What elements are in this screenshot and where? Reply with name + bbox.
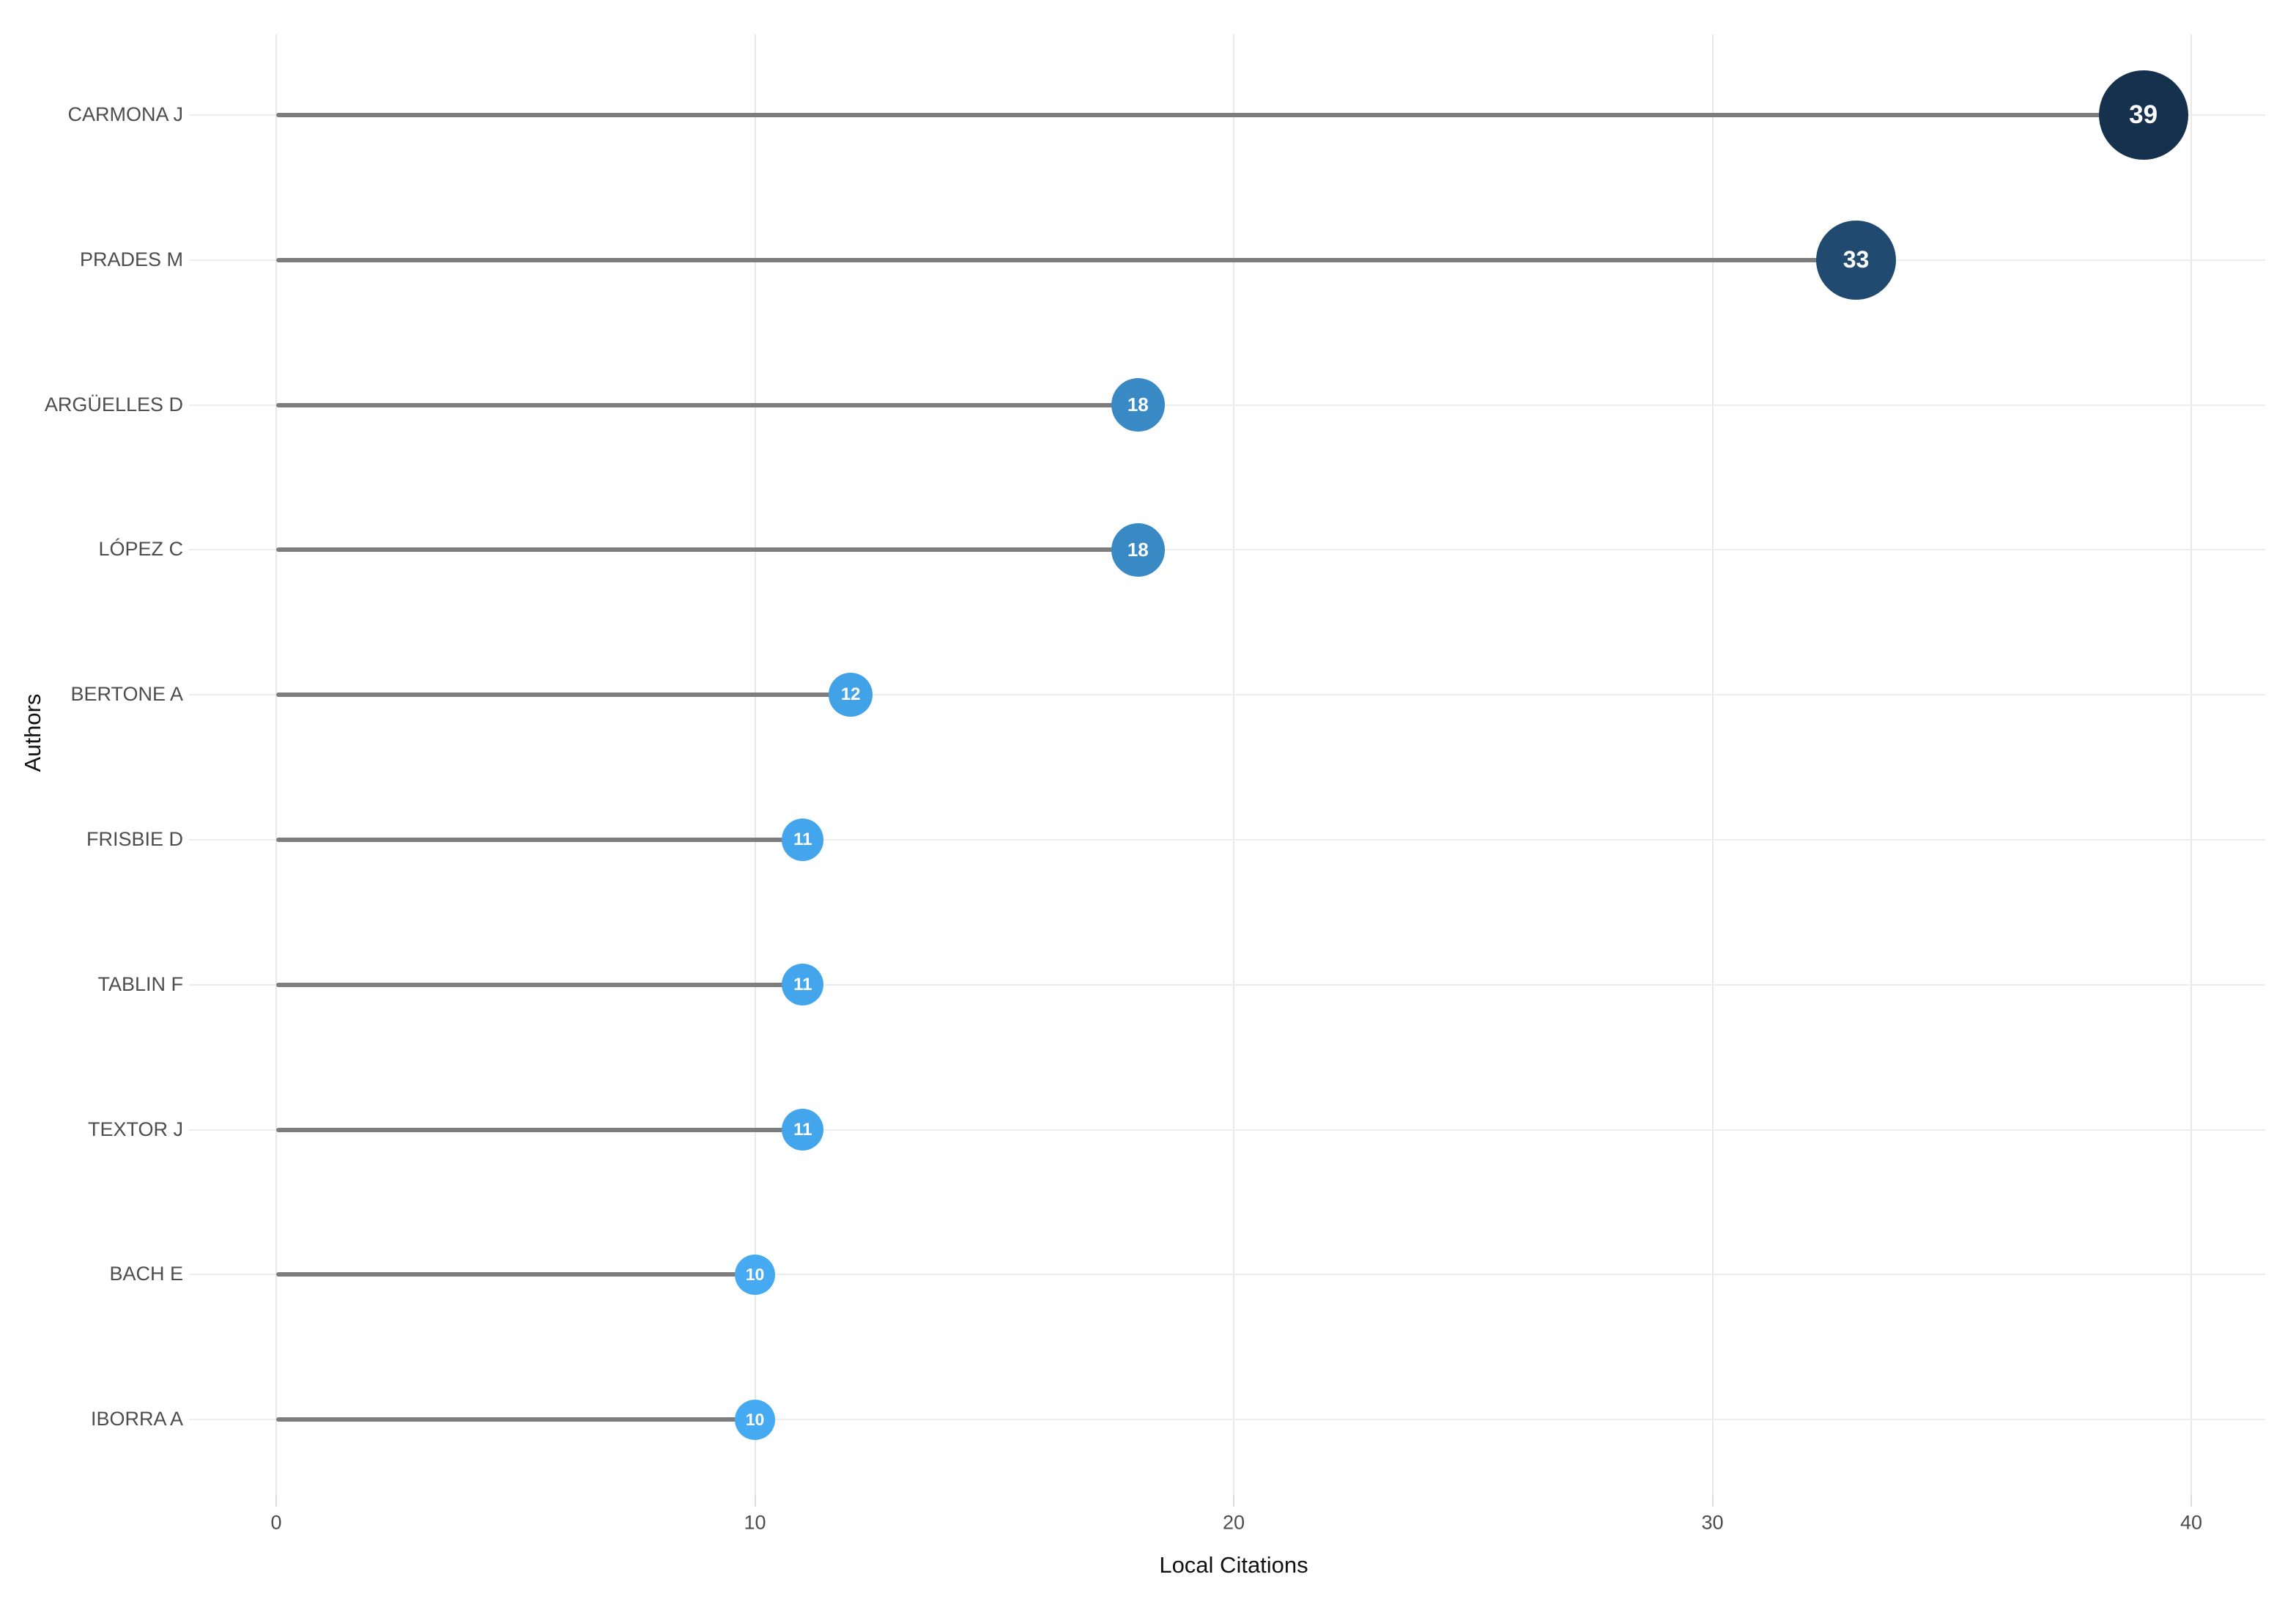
author-label: ARGÜELLES D: [44, 393, 183, 416]
author-label: FRISBIE D: [86, 827, 183, 850]
x-tick-mark: [1711, 1495, 1714, 1507]
row-gridline: [189, 839, 2265, 841]
x-tick-label: 30: [1701, 1511, 1724, 1534]
row-gridline: [189, 549, 2265, 551]
lollipop-stem: [276, 1272, 755, 1277]
row-gridline: [189, 694, 2265, 696]
data-point-value: 33: [1843, 246, 1870, 273]
row-gridline: [189, 983, 2265, 986]
data-point-value: 10: [745, 1264, 765, 1284]
data-point-bubble[interactable]: 18: [1111, 522, 1166, 577]
row-gridline: [189, 404, 2265, 406]
x-tick-mark: [275, 1495, 277, 1507]
lollipop-stem: [276, 547, 1138, 553]
lollipop-stem: [276, 693, 851, 698]
author-label: CARMONA J: [67, 103, 183, 125]
data-point-value: 10: [745, 1409, 765, 1429]
author-label: LÓPEZ C: [98, 538, 183, 561]
lollipop-stem: [276, 402, 1138, 407]
author-label: TEXTOR J: [87, 1118, 183, 1140]
lollipop-stem: [276, 113, 2144, 117]
x-tick-mark: [754, 1495, 756, 1507]
data-point-value: 18: [1127, 394, 1149, 416]
x-tick-mark: [1233, 1495, 1234, 1507]
x-tick-label: 0: [270, 1511, 282, 1534]
data-point-bubble[interactable]: 11: [782, 1108, 824, 1151]
lollipop-stem: [276, 838, 803, 842]
data-point-bubble[interactable]: 10: [735, 1399, 775, 1440]
data-point-value: 12: [840, 684, 861, 705]
author-label: TABLIN F: [97, 972, 183, 995]
author-label: PRADES M: [79, 248, 183, 270]
row-gridline: [189, 1419, 2265, 1421]
row-gridline: [189, 1274, 2265, 1276]
lollipop-stem: [276, 1417, 755, 1422]
x-gridline: [275, 34, 277, 1495]
x-tick-label: 20: [1222, 1511, 1245, 1534]
data-point-bubble[interactable]: 10: [735, 1254, 775, 1295]
data-point-bubble[interactable]: 33: [1816, 220, 1896, 300]
data-point-value: 11: [793, 974, 812, 994]
author-label: IBORRA A: [90, 1408, 183, 1430]
x-tick-label: 10: [744, 1511, 766, 1534]
data-point-value: 11: [793, 1119, 812, 1140]
data-point-bubble[interactable]: 11: [782, 964, 824, 1006]
x-gridline: [1233, 34, 1234, 1495]
x-axis-title: Local Citations: [1159, 1552, 1308, 1578]
data-point-bubble[interactable]: 12: [829, 673, 873, 717]
x-gridline: [1711, 34, 1714, 1495]
author-label: BACH E: [109, 1263, 183, 1285]
lollipop-stem: [276, 257, 1856, 262]
x-tick-mark: [2191, 1495, 2192, 1507]
author-label: BERTONE A: [70, 683, 183, 706]
data-point-value: 11: [793, 829, 812, 849]
lollipop-stem: [276, 982, 803, 987]
row-gridline: [189, 1129, 2265, 1131]
data-point-bubble[interactable]: 39: [2098, 70, 2188, 160]
data-point-bubble[interactable]: 11: [782, 819, 824, 861]
data-point-value: 18: [1127, 538, 1149, 561]
x-gridline: [2191, 34, 2192, 1495]
x-tick-label: 40: [2180, 1511, 2203, 1534]
data-point-bubble[interactable]: 18: [1111, 377, 1166, 432]
data-point-value: 39: [2129, 100, 2158, 129]
lollipop-stem: [276, 1127, 803, 1132]
x-gridline: [754, 34, 756, 1495]
